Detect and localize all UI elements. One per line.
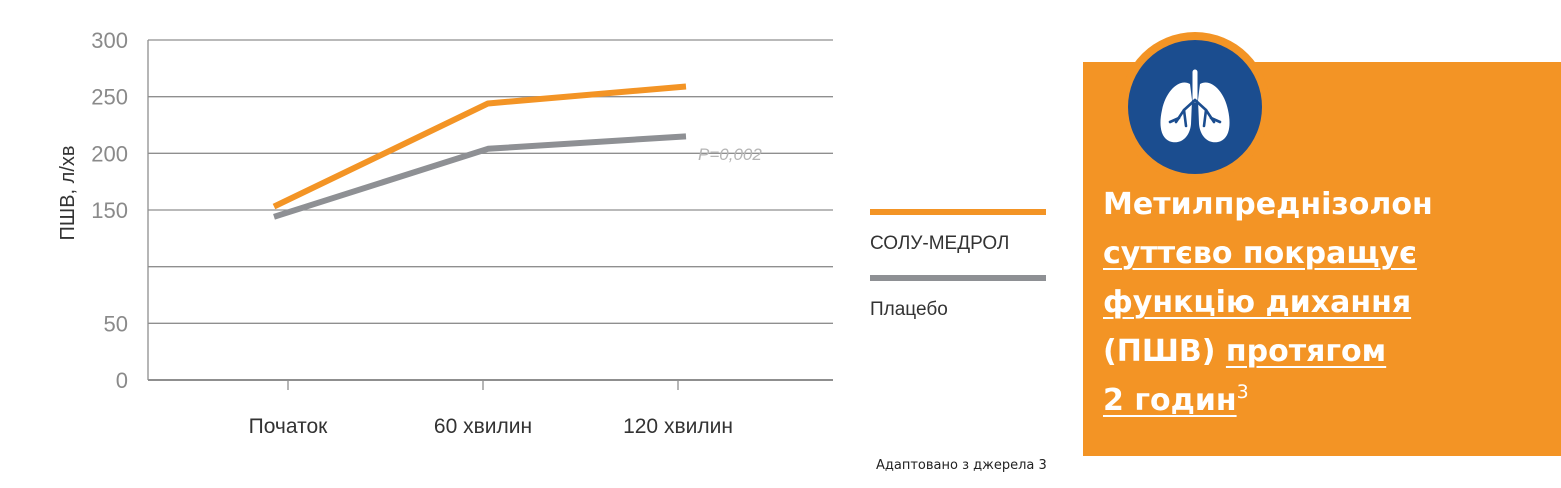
y-axis-label: ПШВ, л/хв bbox=[57, 145, 79, 240]
x-tick-labels: Початок 60 хвилин 120 хвилин bbox=[249, 415, 733, 438]
chart: 300 250 200 150 50 0 Початок 60 хвилин 120 хвил… bbox=[57, 28, 1046, 438]
callout-line-5: 2 годин3 bbox=[1103, 376, 1543, 425]
legend-label: Плацебо bbox=[870, 299, 948, 320]
legend: СОЛУ-МЕДРОЛ Плацебо bbox=[870, 209, 1046, 320]
y-tick-labels: 300 250 200 150 50 0 bbox=[91, 28, 128, 393]
y-tick-label: 150 bbox=[91, 198, 128, 223]
y-tick-label: 200 bbox=[91, 141, 128, 166]
y-tick-label: 50 bbox=[104, 311, 128, 336]
callout-line-2: суттєво покращує bbox=[1103, 236, 1417, 271]
series-line bbox=[272, 83, 687, 210]
series-lines bbox=[272, 83, 687, 220]
axes bbox=[147, 40, 833, 390]
callout-footnote-ref: 3 bbox=[1236, 381, 1249, 403]
lungs-icon bbox=[1128, 40, 1262, 174]
callout-line-3: функцію дихання bbox=[1103, 285, 1412, 320]
x-tick-label: 120 хвилин bbox=[623, 415, 733, 438]
callout-text: Метилпреднізолон суттєво покращує функці… bbox=[1103, 180, 1543, 425]
y-tick-label: 0 bbox=[116, 368, 128, 393]
p-value-annotation: P=0,002 bbox=[698, 145, 762, 164]
callout-line-5-text: 2 годин bbox=[1103, 383, 1237, 418]
lungs-icon-graphic bbox=[1160, 69, 1230, 143]
x-tick-label: 60 хвилин bbox=[434, 415, 532, 438]
callout-line-4b: протягом bbox=[1225, 334, 1387, 369]
callout-line-4: (ПШВ) протягом bbox=[1103, 327, 1543, 376]
callout-line-1: Метилпреднізолон bbox=[1103, 187, 1433, 222]
lung-badge bbox=[1120, 32, 1270, 182]
callout-line-4a: (ПШВ) bbox=[1103, 334, 1226, 369]
legend-label: СОЛУ-МЕДРОЛ bbox=[870, 233, 1009, 254]
y-tick-label: 300 bbox=[91, 28, 128, 53]
y-tick-label: 250 bbox=[91, 85, 128, 110]
gridlines bbox=[148, 39, 833, 324]
x-tick-label: Початок bbox=[249, 415, 329, 438]
source-note: Адаптовано з джерела 3 bbox=[876, 458, 1047, 473]
series-line bbox=[273, 133, 687, 220]
